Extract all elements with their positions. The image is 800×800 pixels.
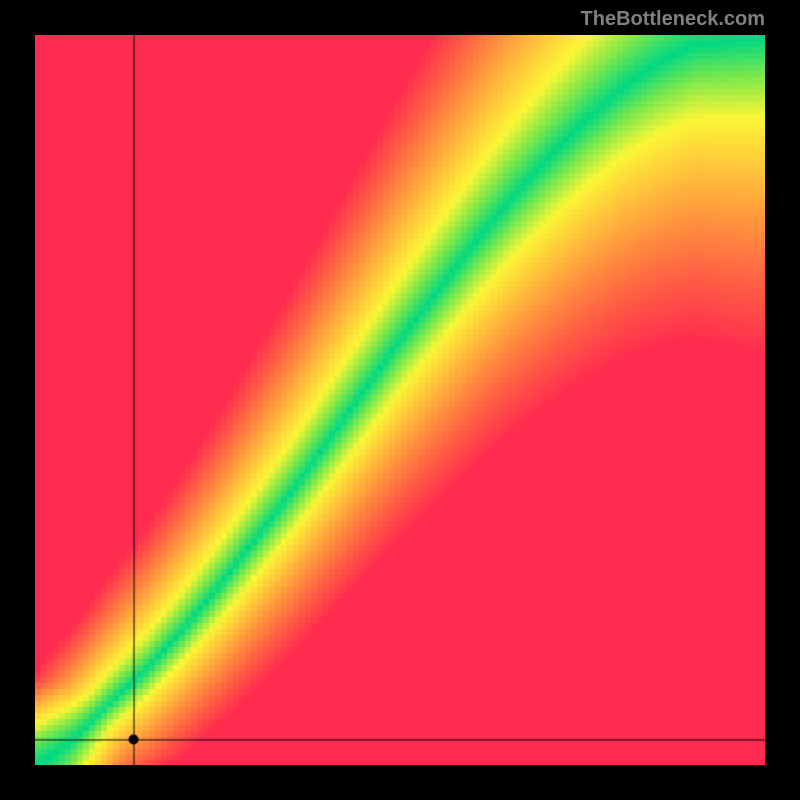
heatmap-canvas xyxy=(35,35,765,765)
bottleneck-heatmap xyxy=(35,35,765,765)
watermark-text: TheBottleneck.com xyxy=(581,8,765,31)
